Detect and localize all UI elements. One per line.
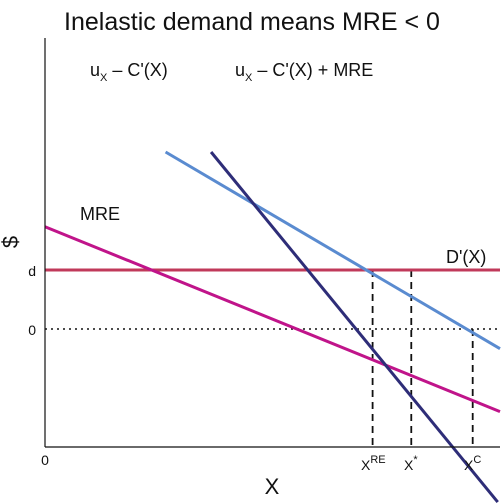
x-tick-label-0: 0: [41, 452, 49, 468]
curve-label-mre: MRE: [80, 204, 120, 224]
y-tick-label-d: d: [28, 263, 36, 279]
marker-label-xstar: X*: [404, 454, 418, 473]
series-line-3: [211, 152, 498, 502]
marker-label-xc: XC: [464, 454, 481, 473]
y-axis-title: $: [0, 236, 23, 248]
curve-label-ux-c: uX – C'(X): [90, 60, 168, 84]
y-tick-label-0: 0: [28, 322, 36, 338]
curve-label-dx: D'(X): [446, 247, 486, 267]
x-axis-title: X: [265, 474, 280, 499]
curve-label-ux-c-mre: uX – C'(X) + MRE: [235, 60, 373, 84]
series-line-1: [45, 227, 500, 412]
marker-label-xre: XRE: [361, 454, 386, 473]
chart-title: Inelastic demand means MRE < 0: [64, 8, 440, 36]
